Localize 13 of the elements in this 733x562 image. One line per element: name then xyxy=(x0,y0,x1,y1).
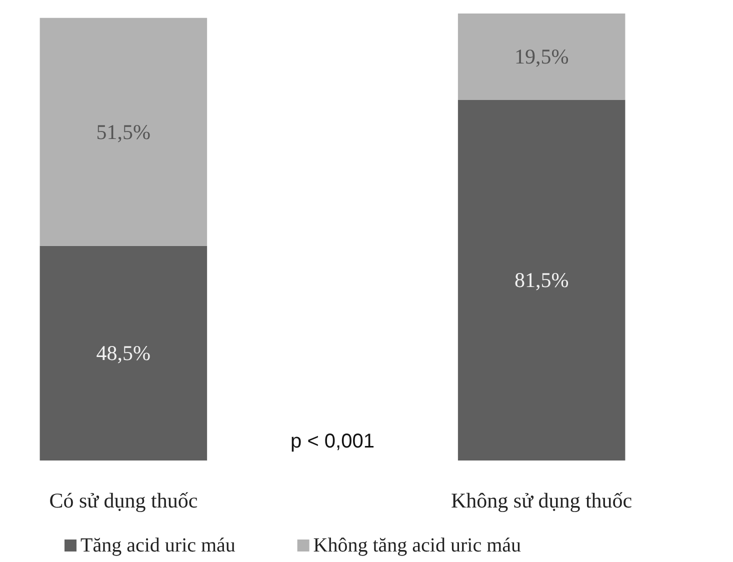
x-tick-label: Không sử dụng thuốc xyxy=(451,488,632,512)
x-tick-label: Có sử dụng thuốc xyxy=(49,488,198,512)
legend-label: Không tăng acid uric máu xyxy=(313,534,522,556)
legend-label: Tăng acid uric máu xyxy=(80,534,236,556)
bar xyxy=(40,246,208,460)
bar xyxy=(458,100,626,460)
bar xyxy=(458,14,626,100)
data-label: 48,5% xyxy=(96,341,151,366)
data-label: 19,5% xyxy=(514,44,569,69)
data-label: 81,5% xyxy=(514,268,569,292)
annotation: p < 0,001 xyxy=(290,430,374,452)
bar xyxy=(40,18,208,246)
data-label: 51,5% xyxy=(96,120,151,144)
